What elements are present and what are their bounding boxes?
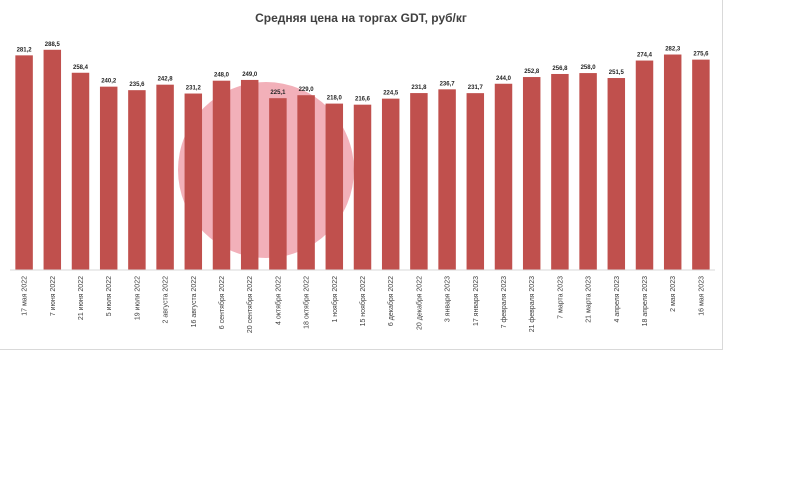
value-label-1: 281,2	[17, 47, 33, 53]
x-tick-label-19: 21 февраля 2023	[529, 276, 536, 332]
bar-8	[212, 80, 231, 270]
x-tick-label-14: 6 декабря 2022	[387, 276, 395, 326]
value-label-5: 235,6	[129, 82, 145, 88]
value-label-11: 229,0	[299, 87, 315, 93]
x-tick-labels-layer: 17 мая 2022 7 июня 2022 21 июня 2022 5 июля…	[22, 276, 706, 333]
bar-7	[184, 93, 203, 270]
bar-22	[607, 78, 626, 270]
value-label-6: 242,8	[158, 77, 174, 83]
x-tick-label-6: 2 августа 2022	[163, 276, 170, 324]
value-label-17: 231,7	[468, 85, 484, 91]
bar-23	[635, 60, 654, 270]
bar-12	[325, 103, 344, 270]
x-tick-label-13: 15 ноября 2022	[359, 276, 367, 327]
bar-4	[99, 86, 118, 270]
value-label-22: 251,5	[609, 70, 625, 76]
bar-3	[71, 72, 90, 270]
bar-15	[410, 93, 428, 270]
value-label-14: 224,5	[383, 91, 399, 97]
x-tick-label-1: 17 мая 2022	[22, 276, 29, 316]
value-label-10: 225,1	[270, 90, 286, 96]
value-label-18: 244,0	[496, 76, 512, 82]
value-label-15: 231,8	[411, 85, 427, 91]
x-tick-label-21: 21 марта 2023	[586, 276, 593, 323]
x-tick-label-11: 18 октября 2022	[303, 276, 311, 329]
value-label-24: 282,3	[665, 47, 681, 53]
bar-13	[353, 104, 372, 270]
bar-11	[297, 95, 315, 270]
value-label-3: 258,4	[73, 65, 89, 71]
value-label-25: 275,6	[693, 52, 709, 58]
value-label-12: 218,0	[327, 96, 343, 102]
x-tick-label-23: 18 апреля 2023	[642, 276, 649, 326]
value-label-7: 231,2	[186, 86, 202, 92]
x-tick-label-8: 6 сентября 2022	[218, 276, 226, 329]
value-label-13: 216,6	[355, 97, 371, 103]
value-labels-layer: 281,2 288,5 258,4 240,2 235,6 242,8 231,2 248,0…	[17, 42, 709, 103]
x-tick-label-25: 16 мая 2023	[698, 276, 705, 316]
value-label-8: 248,0	[214, 73, 230, 79]
bars-layer	[15, 49, 710, 271]
value-label-16: 236,7	[440, 81, 456, 87]
bar-1	[15, 55, 33, 270]
x-tick-label-10: 4 октября 2022	[274, 276, 282, 325]
bar-5	[128, 90, 146, 270]
value-label-23: 274,4	[637, 53, 653, 59]
bar-18	[494, 83, 513, 270]
chart-title: Средняя цена на торгах GDT, руб/кг	[255, 11, 467, 25]
bar-19	[522, 77, 541, 270]
x-tick-label-7: 16 августа 2022	[191, 276, 198, 327]
x-tick-label-20: 7 марта 2023	[557, 276, 564, 319]
bar-17	[466, 93, 485, 270]
value-label-21: 258,0	[581, 65, 597, 71]
value-label-2: 288,5	[45, 42, 61, 48]
bar-24	[663, 54, 682, 270]
value-label-9: 249,0	[242, 72, 258, 78]
bar-25	[692, 59, 710, 270]
bar-21	[579, 73, 597, 270]
x-tick-label-17: 17 января 2023	[473, 276, 480, 326]
x-tick-label-9: 20 сентября 2022	[246, 276, 254, 333]
chart-frame: Средняя цена на торгах GDT, руб/кг 281,2…	[0, 0, 723, 350]
x-tick-label-15: 20 декабря 2022	[415, 276, 423, 330]
bar-10	[269, 98, 287, 271]
x-tick-label-3: 21 июня 2022	[78, 276, 85, 320]
x-tick-label-24: 2 мая 2023	[670, 276, 677, 312]
bar-9	[240, 79, 259, 270]
x-tick-label-22: 4 апреля 2023	[614, 276, 621, 323]
x-tick-label-12: 1 ноября 2022	[331, 276, 339, 323]
x-tick-label-2: 7 июня 2022	[50, 276, 57, 316]
bar-14	[381, 98, 400, 270]
x-tick-label-16: 3 января 2023	[445, 276, 452, 322]
value-label-4: 240,2	[101, 79, 117, 85]
bar-16	[438, 89, 456, 270]
bar-chart: Средняя цена на торгах GDT, руб/кг 281,2…	[10, 11, 715, 333]
x-tick-label-5: 19 июля 2022	[134, 276, 141, 320]
bar-20	[551, 73, 569, 270]
value-label-20: 256,8	[552, 66, 568, 72]
bar-6	[156, 84, 174, 270]
x-tick-label-18: 7 февраля 2023	[501, 276, 508, 328]
bar-2	[43, 49, 62, 270]
x-tick-label-4: 5 июля 2022	[106, 276, 113, 316]
value-label-19: 252,8	[524, 69, 540, 75]
